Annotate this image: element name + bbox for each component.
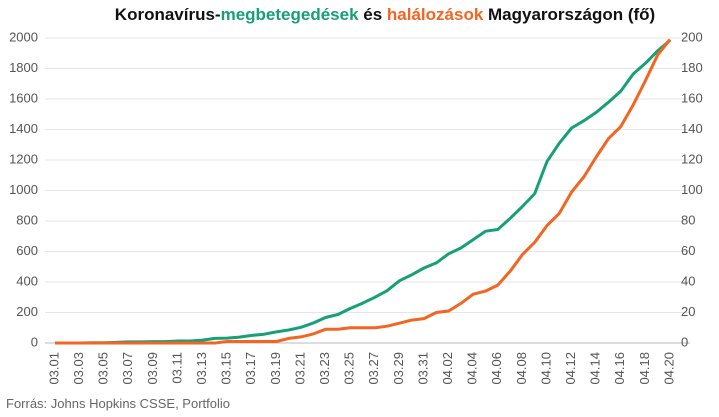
series-line [55, 39, 671, 345]
title-part: Koronavírus- [115, 5, 221, 24]
x-tick-label: 03.07 [120, 352, 135, 385]
y2-tick-label: 40 [681, 273, 695, 288]
y-tick-label: 1000 [9, 182, 38, 197]
chart-title: Koronavírus-megbetegedések és halálozáso… [115, 5, 655, 24]
x-tick-label: 03.21 [292, 352, 307, 385]
y2-tick-label: 20 [681, 304, 695, 319]
y2-tick-label: 120 [681, 151, 703, 166]
y2-tick-label: 200 [681, 29, 703, 44]
y2-tick-label: 100 [681, 182, 703, 197]
y-tick-label: 0 [31, 334, 38, 349]
x-tick-label: 03.05 [96, 352, 111, 385]
y2-tick-label: 140 [681, 121, 703, 136]
y-tick-label: 200 [16, 304, 38, 319]
y-tick-label: 800 [16, 212, 38, 227]
y2-tick-label: 0 [681, 334, 688, 349]
x-tick-label: 03.15 [219, 352, 234, 385]
y2-tick-label: 160 [681, 90, 703, 105]
x-tick-label: 03.29 [391, 352, 406, 385]
x-tick-label: 04.10 [538, 352, 553, 385]
x-tick-label: 04.06 [489, 352, 504, 385]
x-tick-label: 04.18 [637, 352, 652, 385]
x-tick-label: 04.08 [514, 352, 529, 385]
y2-tick-label: 60 [681, 243, 695, 258]
y2-tick-label: 80 [681, 212, 695, 227]
x-tick-label: 03.01 [46, 352, 61, 385]
x-tick-label: 04.16 [612, 352, 627, 385]
x-tick-label: 04.12 [563, 352, 578, 385]
x-tick-label: 04.04 [465, 352, 480, 385]
x-tick-label: 04.14 [588, 352, 603, 385]
x-tick-label: 03.13 [194, 352, 209, 385]
x-tick-label: 03.31 [415, 352, 430, 385]
y-tick-label: 2000 [9, 29, 38, 44]
y2-tick-label: 180 [681, 60, 703, 75]
y-tick-label: 1600 [9, 90, 38, 105]
x-tick-label: 04.02 [440, 352, 455, 385]
x-tick-label: 04.20 [661, 352, 676, 385]
title-part: és [359, 5, 387, 24]
x-tick-label: 03.17 [243, 352, 258, 385]
title-part: megbetegedések [221, 5, 359, 24]
source: Forrás: Johns Hopkins CSSE, Portfolio [6, 396, 230, 411]
y-tick-label: 600 [16, 243, 38, 258]
x-tick-label: 03.11 [169, 352, 184, 384]
y-tick-label: 1200 [9, 151, 38, 166]
title-part: Magyarországon (fő) [483, 5, 655, 24]
y-tick-label: 1800 [9, 60, 38, 75]
title-part: halálozások [387, 5, 484, 24]
x-tick-label: 03.03 [71, 352, 86, 385]
series-line [55, 38, 672, 345]
x-tick-label: 03.25 [342, 352, 357, 385]
x-tick-label: 03.23 [317, 352, 332, 385]
x-tick-label: 03.09 [145, 352, 160, 385]
y-tick-label: 400 [16, 273, 38, 288]
x-tick-label: 03.19 [268, 352, 283, 385]
x-tick-label: 03.27 [366, 352, 381, 385]
y-tick-label: 1400 [9, 121, 38, 136]
